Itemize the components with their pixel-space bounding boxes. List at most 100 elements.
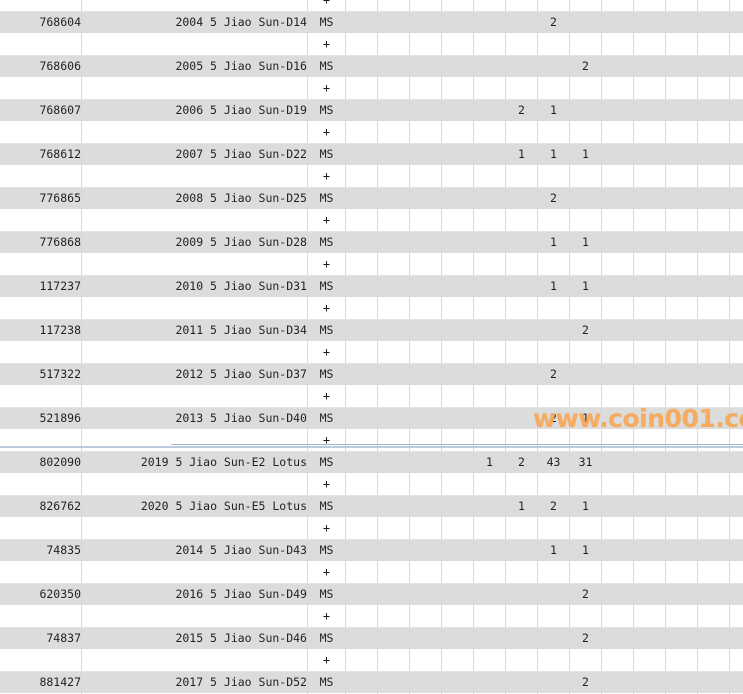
plus-count-cell <box>410 606 442 628</box>
grade-count-cell: 1 <box>538 232 570 254</box>
grade-count-cell <box>666 232 698 254</box>
grade-count-cell <box>442 144 474 166</box>
coin-id-cell[interactable]: 768612 <box>0 144 82 166</box>
grade-count-cell <box>698 56 730 78</box>
coin-description-cell[interactable]: 2006 5 Jiao Sun-D19 <box>82 100 308 122</box>
plus-count-cell <box>634 254 666 276</box>
coin-id-cell[interactable]: 521896 <box>0 408 82 430</box>
coin-description-cell[interactable]: 2015 5 Jiao Sun-D46 <box>82 628 308 650</box>
coin-id-cell[interactable]: 768604 <box>0 12 82 34</box>
grade-count-cell <box>634 672 666 694</box>
grade-count-cell <box>634 452 666 474</box>
coin-id-cell[interactable]: 117238 <box>0 320 82 342</box>
coin-description-cell[interactable]: 2016 5 Jiao Sun-D49 <box>82 584 308 606</box>
grade-count-cell <box>474 496 506 518</box>
plus-row-id-cell <box>0 342 82 364</box>
plus-count-cell <box>634 34 666 56</box>
coin-id-cell[interactable]: 768606 <box>0 56 82 78</box>
grade-count-cell <box>602 100 634 122</box>
grade-count-cell <box>602 628 634 650</box>
grade-count-cell <box>442 232 474 254</box>
coin-description-cell[interactable]: 2009 5 Jiao Sun-D28 <box>82 232 308 254</box>
plus-count-cell <box>730 606 743 628</box>
coin-description-cell[interactable]: 2011 5 Jiao Sun-D34 <box>82 320 308 342</box>
coin-description-cell[interactable]: 2008 5 Jiao Sun-D25 <box>82 188 308 210</box>
grade-count-cell <box>602 364 634 386</box>
coin-id-cell[interactable]: 776868 <box>0 232 82 254</box>
grade-count-cell <box>634 584 666 606</box>
grade-count-cell <box>410 12 442 34</box>
table-row-plus: + <box>0 518 743 540</box>
coin-description-cell[interactable]: 2005 5 Jiao Sun-D16 <box>82 56 308 78</box>
plus-count-cell <box>506 166 538 188</box>
coin-id-cell[interactable]: 776865 <box>0 188 82 210</box>
plus-count-cell <box>442 210 474 232</box>
plus-count-cell <box>538 474 570 496</box>
grade-count-cell <box>442 12 474 34</box>
grade-count-cell <box>378 408 410 430</box>
grade-count-cell <box>346 188 378 210</box>
coin-description-cell[interactable]: 2012 5 Jiao Sun-D37 <box>82 364 308 386</box>
grade-count-cell <box>346 672 378 694</box>
coin-id-cell[interactable]: 881427 <box>0 672 82 694</box>
coin-id-cell[interactable]: 74837 <box>0 628 82 650</box>
coin-description-cell[interactable]: 2010 5 Jiao Sun-D31 <box>82 276 308 298</box>
plus-count-cell <box>730 0 743 12</box>
grade-count-cell: 1 <box>506 144 538 166</box>
grade-count-cell <box>666 408 698 430</box>
grade-count-cell <box>570 188 602 210</box>
coin-description-cell[interactable]: 2019 5 Jiao Sun-E2 Lotus <box>82 452 308 474</box>
grade-count-cell <box>538 56 570 78</box>
grade-count-cell <box>410 56 442 78</box>
plus-count-cell <box>346 650 378 672</box>
plus-glyph: + <box>323 213 330 227</box>
plus-grade-cell: + <box>308 298 346 320</box>
grade-count-cell <box>410 320 442 342</box>
coin-description-cell[interactable]: 2020 5 Jiao Sun-E5 Lotus <box>82 496 308 518</box>
coin-id-cell[interactable]: 802090 <box>0 452 82 474</box>
grade-label-cell: MS <box>308 408 346 430</box>
coin-id-cell[interactable]: 117237 <box>0 276 82 298</box>
grade-count-cell <box>634 56 666 78</box>
coin-description-cell[interactable]: 2013 5 Jiao Sun-D40 <box>82 408 308 430</box>
coin-id-cell[interactable]: 517322 <box>0 364 82 386</box>
grade-count-cell <box>346 144 378 166</box>
plus-row-id-cell <box>0 34 82 56</box>
coin-id-cell[interactable]: 620350 <box>0 584 82 606</box>
coin-id-cell[interactable]: 826762 <box>0 496 82 518</box>
plus-row-desc-cell <box>82 254 308 276</box>
coin-description-cell[interactable]: 2007 5 Jiao Sun-D22 <box>82 144 308 166</box>
grade-count-cell <box>410 584 442 606</box>
coin-description-cell[interactable]: 2004 5 Jiao Sun-D14 <box>82 12 308 34</box>
plus-count-cell <box>538 210 570 232</box>
coin-description-cell[interactable]: 2014 5 Jiao Sun-D43 <box>82 540 308 562</box>
plus-count-cell <box>666 518 698 540</box>
plus-count-cell <box>538 298 570 320</box>
plus-glyph: + <box>323 0 330 7</box>
grade-count-cell <box>346 232 378 254</box>
coin-description-cell[interactable]: 2017 5 Jiao Sun-D52 <box>82 672 308 694</box>
grade-count-cell <box>602 276 634 298</box>
grade-count-cell <box>378 144 410 166</box>
grade-count-cell <box>506 232 538 254</box>
coin-id-cell[interactable]: 74835 <box>0 540 82 562</box>
coin-id-cell[interactable]: 768607 <box>0 100 82 122</box>
grade-count-cell <box>634 188 666 210</box>
grade-count-cell <box>538 320 570 342</box>
